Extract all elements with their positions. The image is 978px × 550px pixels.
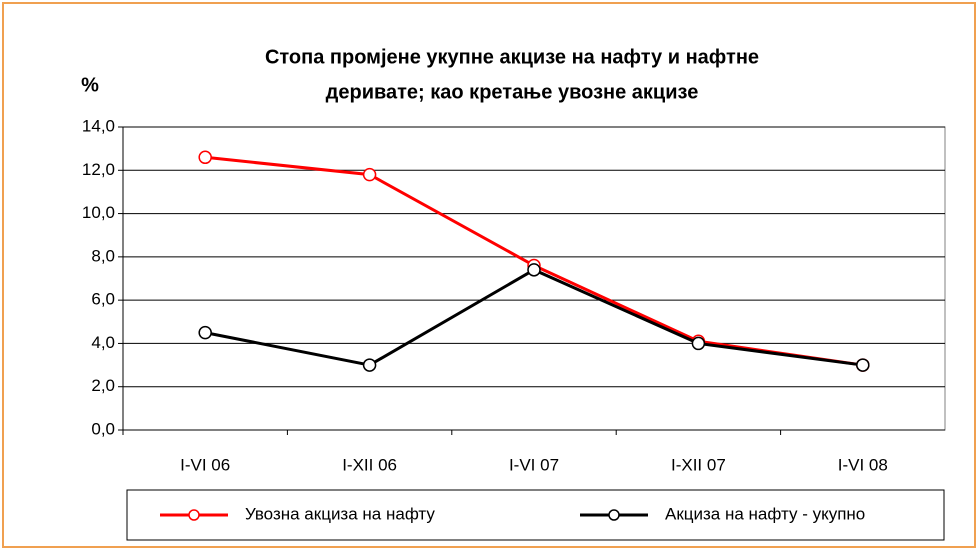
legend-label: Увозна акциза на нафту — [245, 504, 435, 523]
data-point — [527, 263, 541, 277]
y-axis-label: % — [81, 74, 99, 96]
legend-marker — [188, 509, 200, 521]
legend-marker — [608, 509, 620, 521]
data-point — [856, 358, 870, 372]
chart-title: Стопа промјене укупне акцизе на нафту и … — [265, 46, 759, 68]
y-tick-label: 0,0 — [91, 419, 115, 438]
data-point — [362, 358, 377, 372]
y-tick-label: 4,0 — [91, 333, 115, 352]
y-tick-label: 14,0 — [82, 116, 115, 135]
x-tick-label: I-VI 06 — [180, 455, 230, 474]
x-tick-label: I-XII 06 — [342, 455, 397, 474]
x-tick-label: I-XII 07 — [671, 455, 726, 474]
chart-title: деривате; као кретање увозне акцизе — [326, 81, 699, 103]
y-tick-label: 12,0 — [82, 160, 115, 179]
x-tick-label: I-VI 07 — [509, 455, 559, 474]
x-tick-label: I-VI 08 — [838, 455, 888, 474]
data-point — [691, 336, 706, 351]
legend-label: Акциза на нафту - укупно — [665, 504, 865, 523]
data-point — [198, 325, 212, 340]
y-tick-label: 8,0 — [91, 246, 115, 265]
y-tick-label: 6,0 — [91, 290, 115, 309]
legend-box — [126, 489, 945, 541]
y-tick-label: 10,0 — [82, 203, 115, 222]
y-tick-label: 2,0 — [91, 376, 115, 395]
data-point — [362, 167, 377, 182]
data-point — [198, 150, 212, 165]
